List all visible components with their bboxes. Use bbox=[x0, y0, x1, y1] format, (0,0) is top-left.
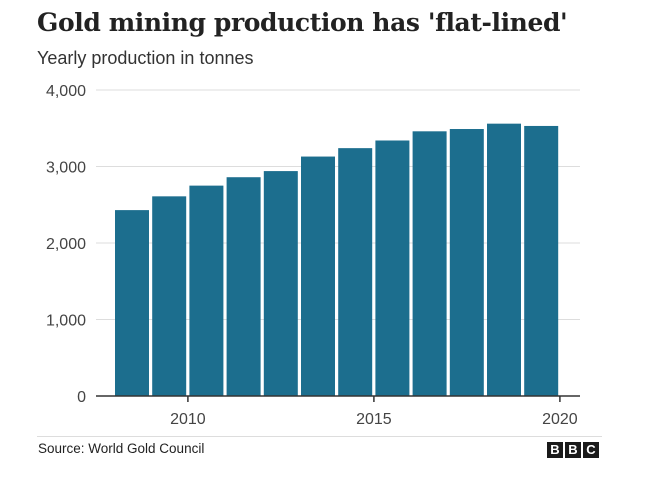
bar-2017 bbox=[449, 129, 484, 396]
source-divider bbox=[37, 436, 602, 437]
chart-subtitle: Yearly production in tonnes bbox=[37, 48, 254, 68]
y-tick-label: 3,000 bbox=[46, 160, 86, 177]
bar-2013 bbox=[301, 156, 335, 396]
bar-2014 bbox=[338, 148, 373, 396]
bar-2019 bbox=[524, 125, 559, 396]
x-tick-label: 2010 bbox=[170, 411, 206, 428]
source-credit: Source: World Gold Council bbox=[38, 441, 205, 456]
bbc-logo: B B C bbox=[547, 442, 599, 458]
bar-2015 bbox=[375, 140, 410, 396]
bar-2008 bbox=[115, 210, 149, 396]
y-tick-label: 2,000 bbox=[46, 236, 86, 253]
bbc-logo-letter: B bbox=[565, 442, 581, 458]
bar-2012 bbox=[263, 171, 298, 396]
bar-chart: 0 1,000 2,000 3,000 4,000 2010 2015 2020 bbox=[46, 83, 580, 428]
bar-2010 bbox=[189, 185, 224, 396]
bbc-logo-letter: B bbox=[547, 442, 563, 458]
bar-2009 bbox=[152, 196, 187, 396]
y-tick-label: 0 bbox=[77, 389, 86, 406]
y-tick-label: 4,000 bbox=[46, 83, 86, 100]
y-tick-label: 1,000 bbox=[46, 313, 86, 330]
x-tick-label: 2020 bbox=[542, 411, 578, 428]
bar-2016 bbox=[412, 131, 447, 396]
chart-title: Gold mining production has 'flat-lined' bbox=[37, 8, 568, 37]
x-tick-label: 2015 bbox=[356, 411, 392, 428]
bbc-logo-letter: C bbox=[583, 442, 599, 458]
bar-2018 bbox=[487, 123, 521, 396]
bar-2011 bbox=[226, 177, 261, 396]
